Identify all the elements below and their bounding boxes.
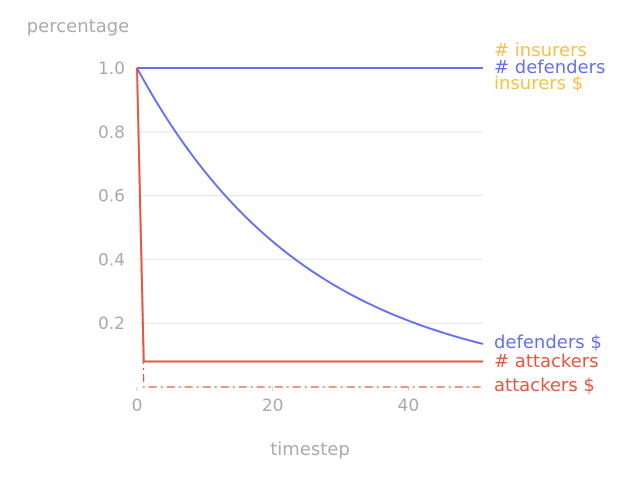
y-tick-label-0: 0.2 xyxy=(98,314,125,334)
series-label-4: # attackers xyxy=(494,351,599,372)
series-label-3: defenders $ xyxy=(494,332,602,353)
y-tick-label-3: 0.8 xyxy=(98,123,125,143)
x-tick-label-1: 20 xyxy=(262,396,284,416)
y-tick-label-4: 1.0 xyxy=(98,59,125,79)
tick-labels: 0.2 0.4 0.6 0.8 1.0 0 20 40 xyxy=(98,59,419,416)
series-label-2: # defenders xyxy=(494,57,605,78)
series-line-5 xyxy=(136,67,483,388)
x-axis-title: timestep xyxy=(270,439,350,460)
series-line-3 xyxy=(136,67,484,345)
series-label-0: # insurers xyxy=(494,40,587,61)
series-label-5: attackers $ xyxy=(494,375,595,396)
series-labels: # insurers insurers $# defenders defenders… xyxy=(494,40,605,396)
x-tick-label-0: 0 xyxy=(132,396,143,416)
y-axis-title: percentage xyxy=(27,16,129,37)
grid-lines xyxy=(136,131,483,391)
x-tick-label-2: 40 xyxy=(398,396,420,416)
series-label-1: insurers $ xyxy=(494,73,583,94)
y-tick-label-1: 0.4 xyxy=(98,250,125,270)
series-lines xyxy=(136,67,484,388)
series-line-4 xyxy=(136,67,483,363)
y-tick-label-2: 0.6 xyxy=(98,187,125,207)
